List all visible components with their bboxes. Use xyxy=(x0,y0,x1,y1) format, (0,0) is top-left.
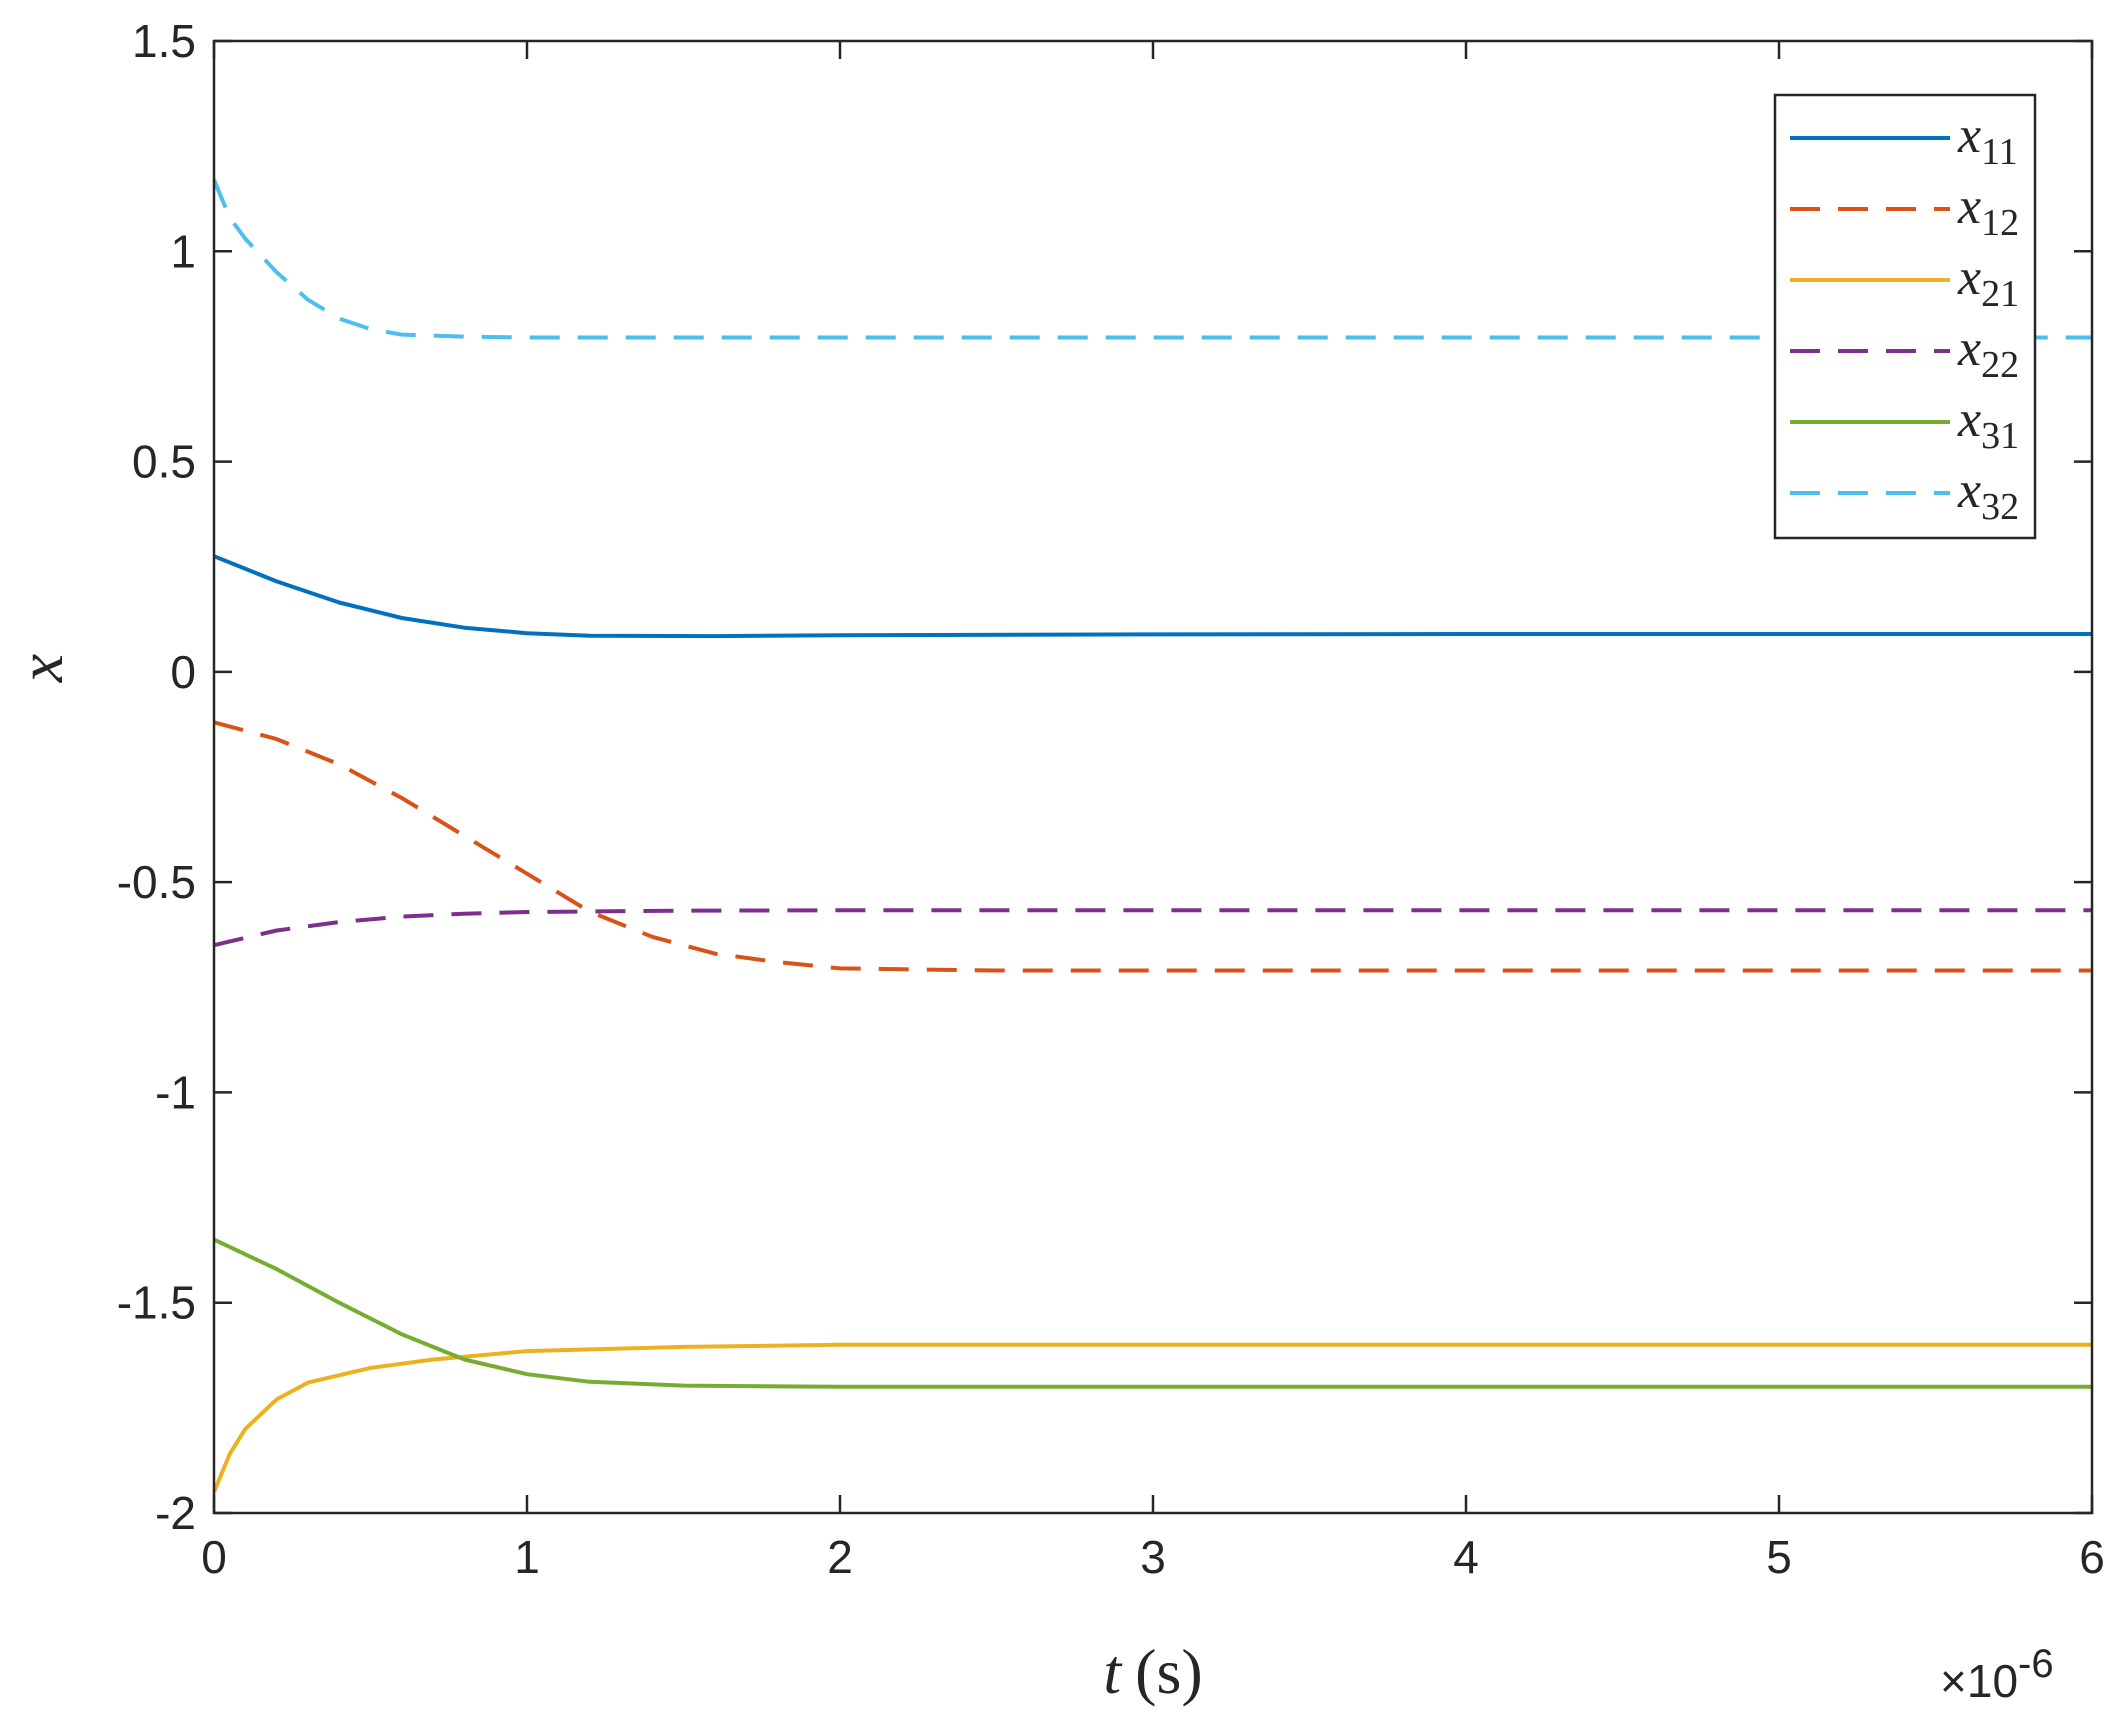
x-axis-exponent: ×10-6 xyxy=(1940,1642,2054,1707)
x-tick-label-5: 5 xyxy=(1766,1531,1792,1583)
series-line-x32 xyxy=(212,179,2092,340)
legend-label-x11: x11 xyxy=(1957,107,2018,173)
x-axis-exponent-power: -6 xyxy=(2018,1642,2054,1686)
series-line-x11 xyxy=(213,554,2092,639)
legend-label-x31: x31 xyxy=(1957,391,2019,457)
plot-frame xyxy=(212,39,2094,1515)
legend-label-x21: x21 xyxy=(1957,249,2019,315)
x-axis-exponent-base: ×10 xyxy=(1940,1655,2018,1707)
series-layer xyxy=(212,179,2092,1493)
y-tick-label-0m5: -0.5 xyxy=(117,856,196,908)
y-tick-label-1m5: 1.5 xyxy=(132,15,196,67)
x-tick-label-4: 4 xyxy=(1453,1531,1479,1583)
x-tick-label-0: 0 xyxy=(201,1531,227,1583)
legend-label-x32: x32 xyxy=(1957,462,2019,528)
tick-labels-layer: 0 1 2 3 4 5 6 1.5 1 0.5 0 -0.5 -1 -1.5 -2 xyxy=(117,15,2105,1583)
legend-label-x12: x12 xyxy=(1957,178,2019,244)
y-tick-label-1: 1 xyxy=(170,225,196,277)
legend-box xyxy=(1773,93,2037,540)
x-axis-unit: (s) xyxy=(1135,1636,1203,1707)
series-line-x12 xyxy=(213,720,2092,973)
x-tick-label-2: 2 xyxy=(827,1531,853,1583)
x-tick-label-1: 1 xyxy=(514,1531,540,1583)
x-tick-label-6: 6 xyxy=(2079,1531,2105,1583)
y-tick-label-0: 0 xyxy=(170,646,196,698)
y-tick-label-0m5: 0.5 xyxy=(132,436,196,488)
x-axis-label: t (s) xyxy=(1103,1636,1202,1707)
y-tick-label-1m5: -1.5 xyxy=(117,1277,196,1329)
y-axis-label: x xyxy=(5,654,76,683)
x-tick-label-3: 3 xyxy=(1140,1531,1166,1583)
series-line-x22 xyxy=(213,908,2092,948)
y-tick-label-2: -2 xyxy=(155,1487,196,1539)
series-line-x31 xyxy=(213,1237,2092,1389)
y-tick-label-1: -1 xyxy=(155,1066,196,1118)
series-line-x21 xyxy=(212,1342,2092,1493)
legend-label-x22: x22 xyxy=(1957,320,2019,386)
x-axis-variable: t xyxy=(1103,1636,1123,1707)
